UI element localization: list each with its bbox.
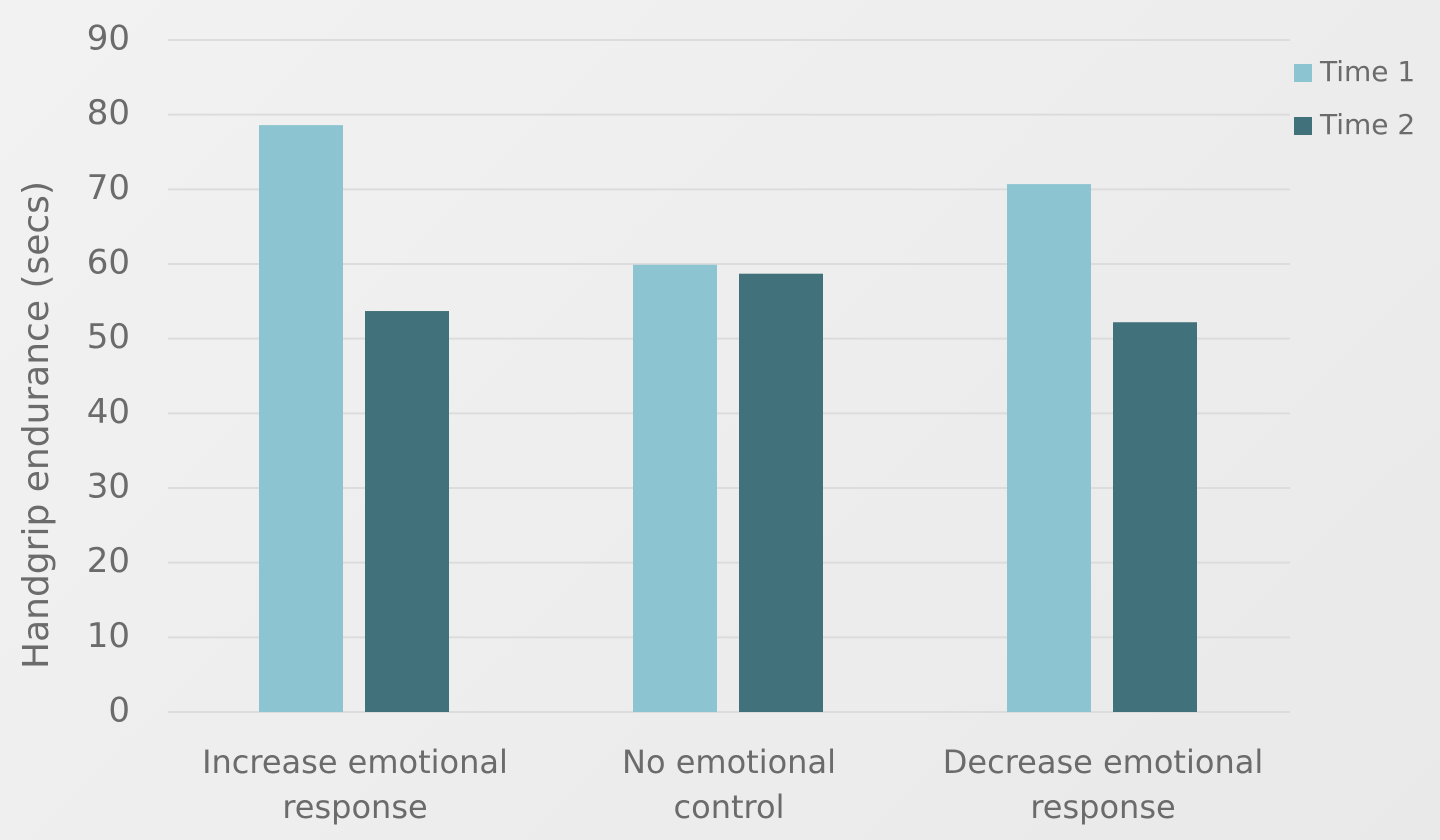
y-tick-label: 50 — [87, 317, 130, 357]
x-tick-label: Decrease emotional response — [943, 743, 1263, 826]
x-tick-label: Increase emotional response — [202, 743, 508, 826]
y-tick-label: 60 — [87, 243, 130, 283]
y-tick-label: 20 — [87, 541, 130, 581]
y-tick-label: 70 — [87, 168, 130, 208]
y-axis-label: Handgrip endurance (secs) — [16, 181, 57, 669]
y-tick-label: 40 — [87, 392, 130, 432]
y-tick-label: 30 — [87, 467, 130, 507]
y-tick-label: 10 — [87, 616, 130, 656]
legend-swatch — [1294, 64, 1312, 82]
x-tick-label: No emotional control — [622, 743, 836, 826]
legend-label: Time 2 — [1319, 108, 1415, 141]
y-tick-label: 80 — [87, 93, 130, 133]
y-tick-label: 90 — [87, 19, 130, 59]
bar — [259, 125, 343, 713]
bar — [1007, 184, 1091, 712]
bar — [1113, 322, 1197, 712]
legend-label: Time 1 — [1319, 55, 1415, 88]
bar — [633, 264, 717, 712]
bar — [739, 273, 823, 712]
bar — [365, 311, 449, 712]
y-tick-label: 0 — [108, 691, 130, 731]
legend-swatch — [1294, 117, 1312, 135]
